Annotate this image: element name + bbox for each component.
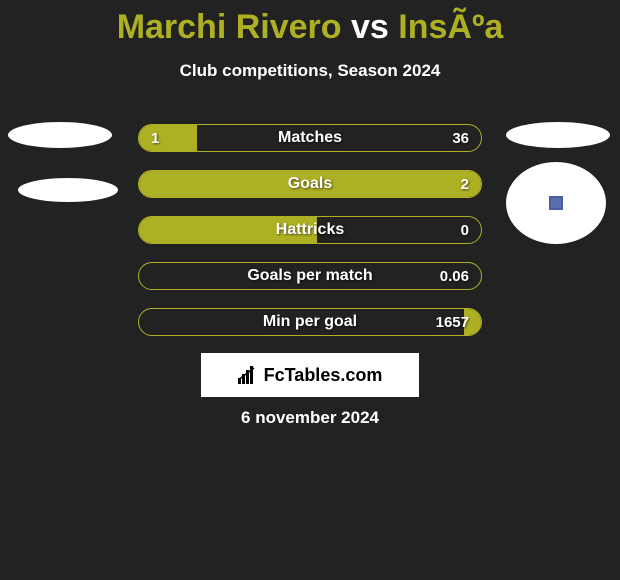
logo-box[interactable]: FcTables.com (201, 353, 419, 397)
stat-label: Min per goal (263, 313, 357, 331)
right-avatar-area (506, 122, 610, 244)
subtitle: Club competitions, Season 2024 (0, 61, 620, 81)
vs-text: vs (351, 8, 389, 46)
page-title: Marchi Rivero vs InsÃºa (0, 0, 620, 47)
avatar-circle (506, 162, 606, 244)
stats-container: 1 Matches 36 Goals 2 Hattricks 0 Goals p… (138, 124, 482, 354)
stat-label: Hattricks (276, 221, 344, 239)
stat-right-value: 0 (461, 222, 469, 239)
stat-label: Goals per match (247, 267, 372, 285)
avatar-placeholder-1 (8, 122, 112, 148)
stat-row-goals-per-match: Goals per match 0.06 (138, 262, 482, 290)
stat-right-value: 2 (461, 176, 469, 193)
avatar-placeholder-2 (18, 178, 118, 202)
stat-left-value: 1 (151, 130, 159, 147)
logo-label: FcTables.com (264, 365, 383, 386)
player2-name: InsÃºa (398, 8, 503, 46)
stat-label: Matches (278, 129, 342, 147)
avatar-placeholder-3 (506, 122, 610, 148)
player1-name: Marchi Rivero (117, 8, 342, 46)
stat-fill-left (139, 125, 197, 151)
stat-right-value: 0.06 (440, 268, 469, 285)
logo-text: FcTables.com (238, 365, 383, 386)
date-text: 6 november 2024 (0, 408, 620, 428)
stat-label: Goals (288, 175, 332, 193)
broken-image-icon (549, 196, 563, 210)
stat-right-value: 1657 (436, 314, 469, 331)
stat-right-value: 36 (452, 130, 469, 147)
stat-row-min-per-goal: Min per goal 1657 (138, 308, 482, 336)
stat-row-hattricks: Hattricks 0 (138, 216, 482, 244)
bars-icon (238, 366, 260, 384)
left-avatar-area (8, 122, 118, 202)
stat-row-goals: Goals 2 (138, 170, 482, 198)
stat-row-matches: 1 Matches 36 (138, 124, 482, 152)
